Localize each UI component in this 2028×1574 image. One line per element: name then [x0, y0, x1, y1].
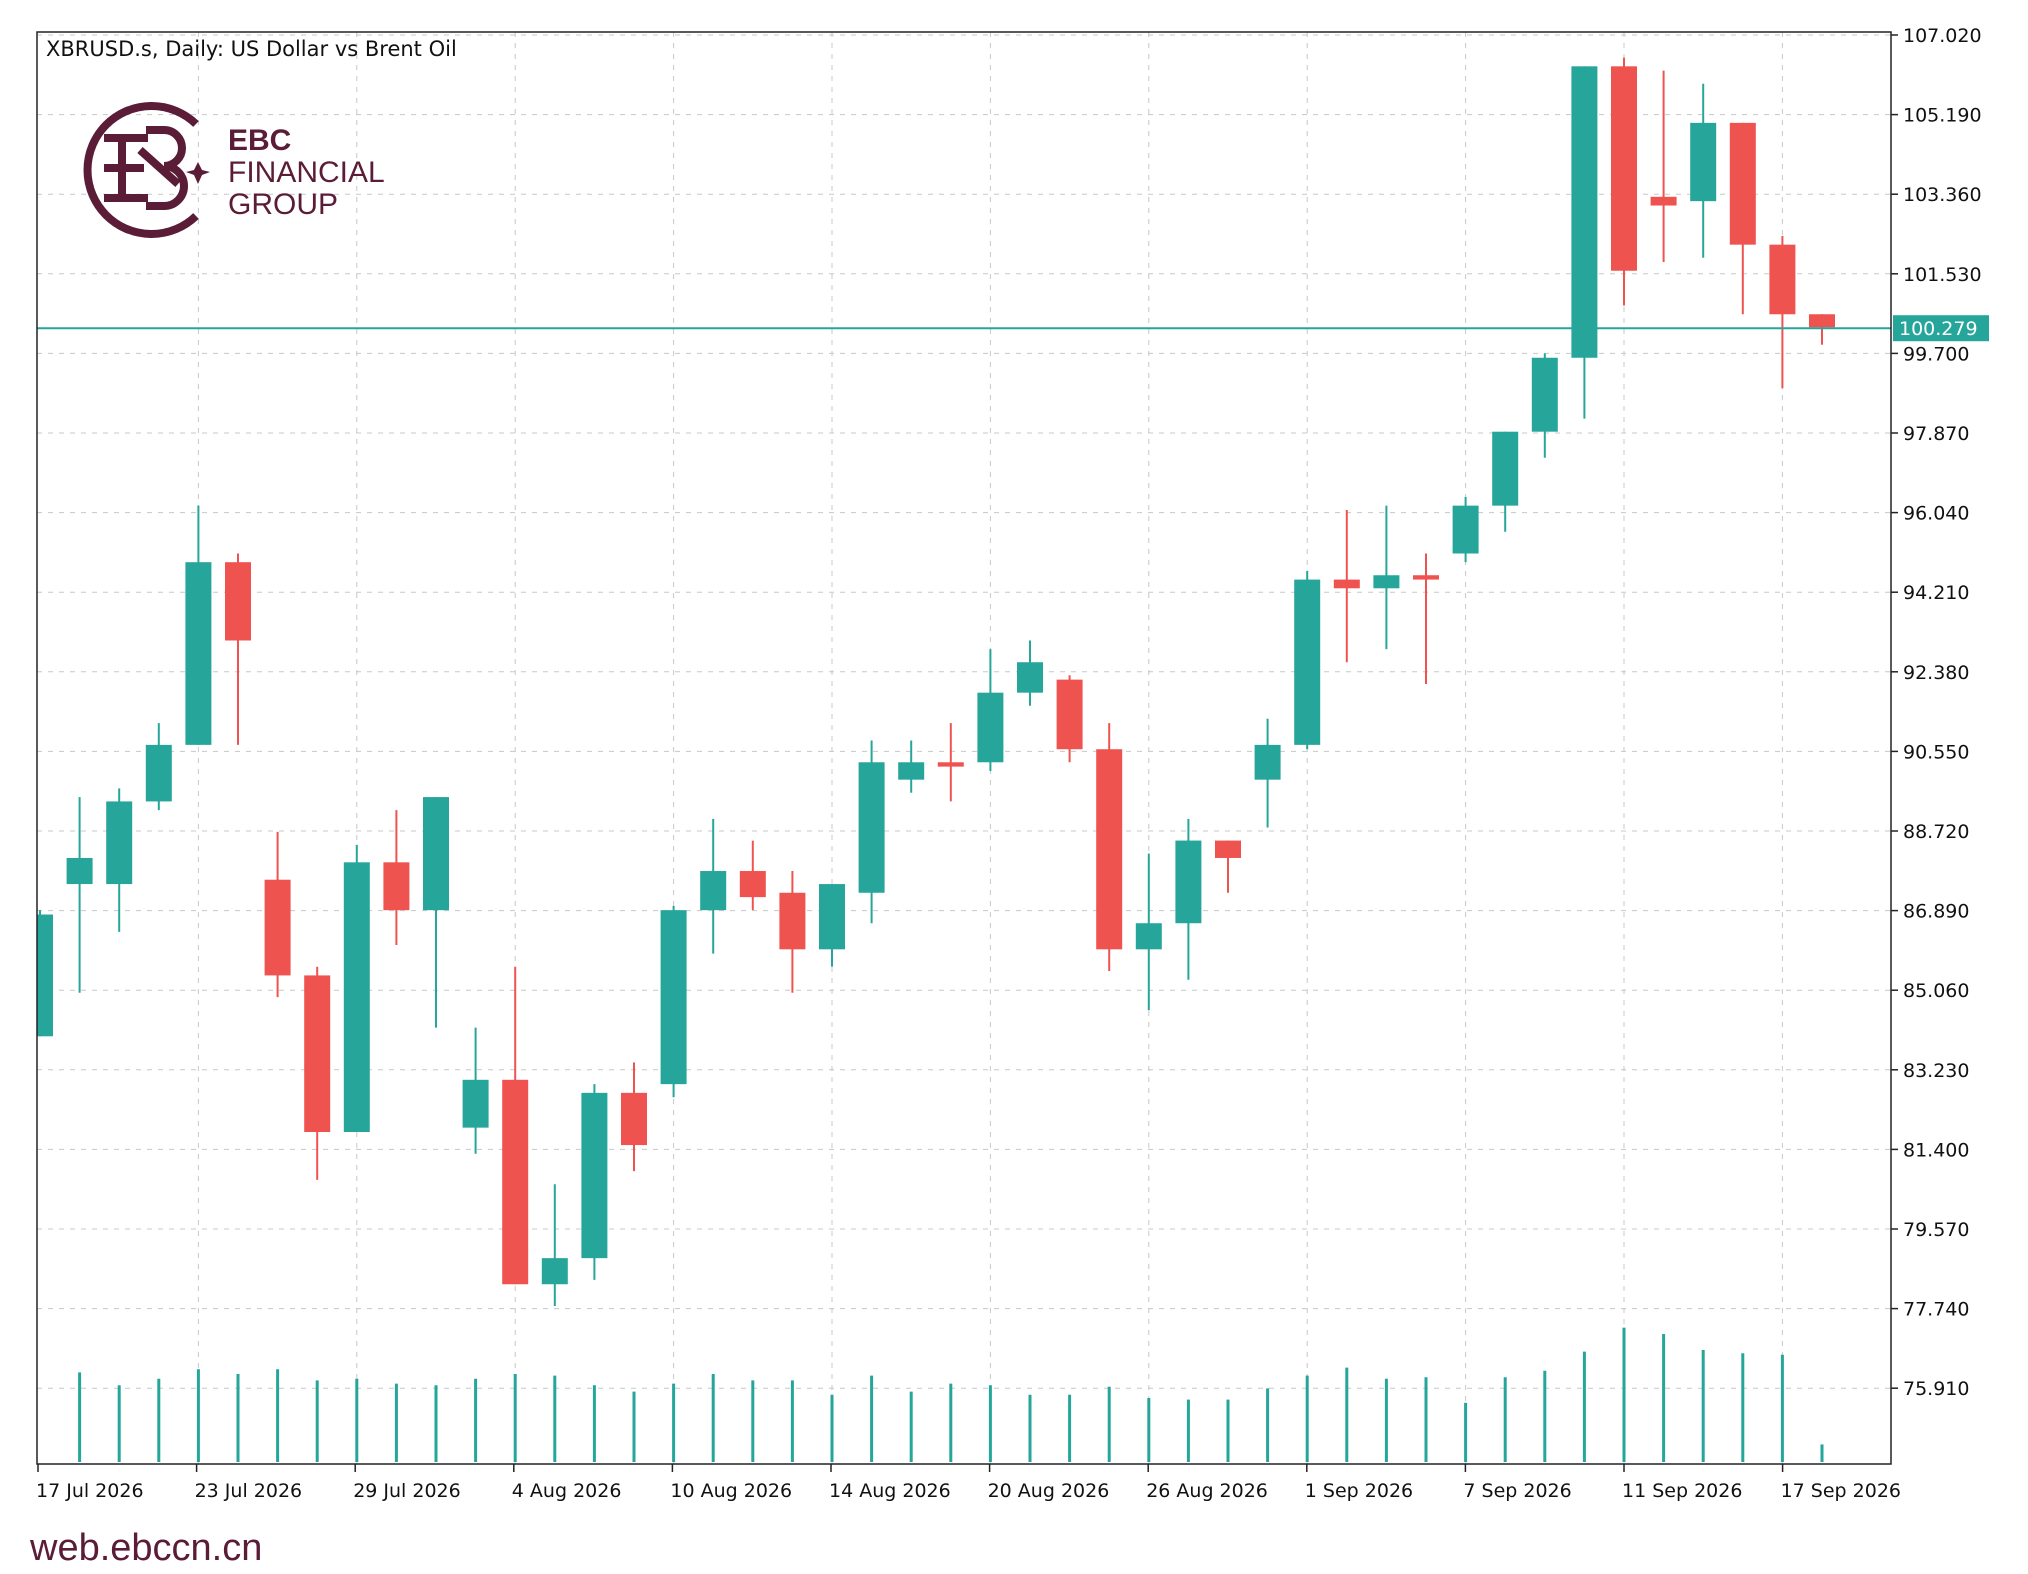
candle-body: [779, 892, 806, 950]
y-tick-label: 97.870: [1903, 423, 1969, 445]
current-price-badge: 100.279: [1893, 315, 1989, 342]
candle-body: [1571, 66, 1598, 358]
candle-body: [1254, 744, 1281, 780]
candle-body: [462, 1079, 489, 1128]
candle-body: [1056, 679, 1083, 750]
x-tick-label: 1 Sep 2026: [1305, 1480, 1413, 1502]
candle-body: [502, 1079, 529, 1285]
y-tick-label: 101.530: [1903, 264, 1982, 286]
candle-body: [106, 801, 133, 885]
y-tick-label: 103.360: [1903, 184, 1982, 206]
volume-bars: [78, 1327, 1824, 1462]
candle-body: [819, 884, 845, 950]
candle-body: [1333, 579, 1360, 589]
y-tick-label: 105.190: [1903, 105, 1982, 127]
candle-body: [343, 862, 370, 1133]
current-price-badge-bg: [1893, 315, 1989, 342]
chart-title: XBRUSD.s, Daily: US Dollar vs Brent Oil: [46, 37, 457, 61]
y-tick-label: 92.380: [1903, 662, 1969, 684]
candle-body: [225, 562, 251, 641]
y-tick-label: 77.740: [1903, 1299, 1969, 1321]
candle-body: [581, 1092, 608, 1259]
y-tick-label: 96.040: [1903, 503, 1969, 525]
x-tick-label: 26 Aug 2026: [1146, 1480, 1268, 1502]
candle-body: [541, 1258, 568, 1285]
current-price-label: 100.279: [1899, 318, 1978, 340]
ebc-logo: EBC FINANCIAL GROUP: [83, 102, 385, 238]
candle-body: [1294, 579, 1321, 745]
candle-body: [145, 744, 172, 802]
x-tick-label: 4 Aug 2026: [512, 1480, 622, 1502]
y-tick-label: 86.890: [1903, 901, 1969, 923]
candle-body: [937, 762, 964, 767]
candle-body: [858, 762, 885, 893]
candle-body: [1452, 505, 1479, 554]
candle-body: [66, 857, 93, 885]
candle-body: [1729, 122, 1756, 245]
candle-body: [1373, 575, 1400, 589]
candle-body: [1017, 662, 1043, 693]
x-tick-label: 14 Aug 2026: [829, 1480, 951, 1502]
candle-body: [1096, 749, 1123, 950]
candle-body: [423, 797, 449, 911]
x-tick-label: 11 Sep 2026: [1622, 1480, 1742, 1502]
y-tick-label: 94.210: [1903, 582, 1969, 604]
y-tick-label: 107.020: [1903, 25, 1982, 47]
sparkle-icon: [186, 162, 210, 184]
y-tick-label: 85.060: [1903, 980, 1969, 1002]
candle-body: [1690, 122, 1717, 202]
candle-body: [660, 910, 687, 1085]
candle-body: [383, 862, 410, 911]
candle-body: [739, 871, 766, 898]
x-tick-label: 23 Jul 2026: [195, 1480, 303, 1502]
candle-body: [1531, 357, 1558, 432]
candle-body: [977, 692, 1004, 763]
candle-body: [1175, 840, 1202, 924]
candlesticks: [37, 57, 1835, 1306]
ebc-logo-mark: [83, 102, 199, 238]
candle-body: [1611, 66, 1637, 271]
x-tick-label: 10 Aug 2026: [670, 1480, 792, 1502]
candle-body: [700, 871, 727, 911]
axes: 107.020 105.190 103.360 101.530 99.700 97.870…: [36, 25, 1982, 1502]
candle-body: [264, 879, 291, 976]
y-tick-label: 81.400: [1903, 1139, 1969, 1161]
footer-url: web.ebccn.cn: [29, 1527, 262, 1569]
candle-body: [185, 562, 212, 745]
candle-body: [37, 914, 53, 1037]
y-tick-label: 75.910: [1903, 1378, 1969, 1400]
candle-body: [1809, 314, 1835, 328]
candle-body: [1413, 575, 1439, 580]
brand-name-group: GROUP: [228, 188, 338, 221]
y-tick-label: 88.720: [1903, 821, 1969, 843]
candle-body: [1215, 840, 1241, 858]
x-tick-label: 17 Sep 2026: [1781, 1480, 1901, 1502]
candle-body: [1135, 923, 1162, 950]
candle-body: [1769, 244, 1796, 315]
chart-frame: [36, 31, 1892, 1465]
x-tick-label: 29 Jul 2026: [353, 1480, 461, 1502]
candle-body: [1492, 431, 1519, 506]
x-tick-label: 17 Jul 2026: [36, 1480, 144, 1502]
brand-name-ebc: EBC: [228, 124, 291, 157]
y-tick-label: 90.550: [1903, 741, 1969, 763]
brand-name-financial: FINANCIAL: [228, 156, 385, 189]
x-tick-label: 7 Sep 2026: [1463, 1480, 1571, 1502]
candle-body: [898, 762, 925, 780]
candle-body: [1650, 196, 1677, 206]
y-tick-label: 83.230: [1903, 1060, 1969, 1082]
x-tick-label: 20 Aug 2026: [988, 1480, 1110, 1502]
candle-body: [304, 975, 331, 1133]
candle-body: [621, 1092, 647, 1146]
y-tick-label: 99.700: [1903, 343, 1969, 365]
y-tick-label: 79.570: [1903, 1219, 1969, 1241]
